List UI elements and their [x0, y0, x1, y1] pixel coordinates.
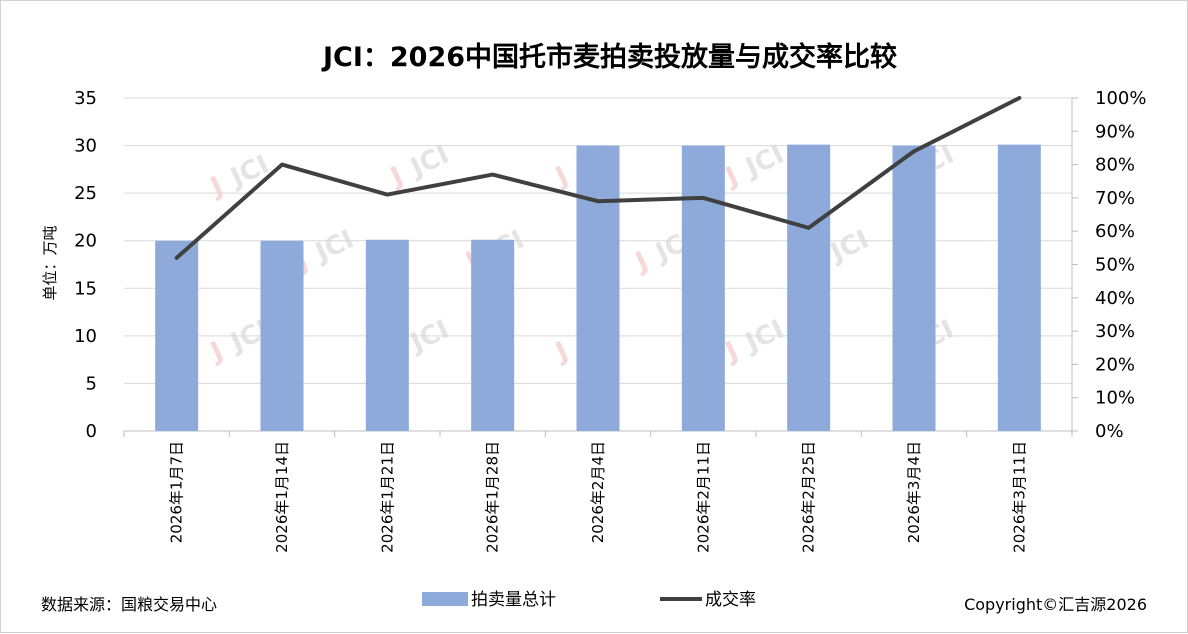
y2-tick-label: 100% [1095, 88, 1146, 109]
y2-tick-label: 30% [1095, 321, 1135, 342]
bar [261, 241, 304, 431]
y-axis-label: 单位：万吨 [41, 225, 59, 300]
y2-tick-label: 60% [1095, 221, 1135, 242]
x-tick-label: 2026年3月4日 [905, 441, 923, 543]
x-tick-label: 2026年2月25日 [800, 441, 818, 553]
watermark-mark: J [204, 171, 227, 203]
legend-label-line: 成交率 [705, 590, 756, 610]
y-tick-label: 0 [86, 421, 97, 442]
bar [577, 146, 620, 431]
y2-tick-label: 0% [1095, 421, 1124, 442]
y2-tick-label: 40% [1095, 288, 1135, 309]
watermark-text: JCI [824, 225, 873, 269]
y-tick-label: 20 [74, 231, 97, 252]
y-tick-label: 25 [74, 183, 97, 204]
y-tick-label: 35 [74, 88, 97, 109]
source-note: 数据来源：国粮交易中心 [41, 595, 217, 614]
legend-swatch-bars [422, 592, 468, 606]
y2-tick-label: 80% [1095, 155, 1135, 176]
copyright-note: Copyright©汇吉源2026 [964, 595, 1147, 614]
watermark-text: JCI [404, 315, 453, 359]
x-tick-label: 2026年1月28日 [484, 441, 502, 553]
bar [682, 146, 725, 431]
bar [471, 240, 514, 431]
x-tick-label: 2026年3月11日 [1010, 441, 1028, 553]
y2-tick-label: 70% [1095, 188, 1135, 209]
bar [366, 240, 409, 431]
bar-series [155, 145, 1041, 431]
y2-tick-label: 10% [1095, 388, 1135, 409]
legend: 拍卖量总计 成交率 [422, 590, 756, 610]
watermark-mark: J [384, 161, 407, 193]
x-tick-label: 2026年1月7日 [168, 441, 186, 543]
x-tick-label: 2026年1月21日 [378, 441, 396, 553]
x-tick-label: 2026年2月11日 [694, 441, 712, 553]
y2-tick-label: 50% [1095, 255, 1135, 276]
bar [787, 145, 830, 431]
watermark-mark: J [549, 336, 572, 368]
y2-tick-label: 90% [1095, 121, 1135, 142]
bar [893, 146, 936, 431]
bar [155, 241, 198, 431]
x-tick-label: 2026年1月14日 [273, 441, 291, 553]
y-tick-label: 15 [74, 278, 97, 299]
watermark-mark: J [629, 246, 652, 278]
chart-title: JCI：2026中国托市麦拍卖投放量与成交率比较 [321, 41, 897, 73]
watermark-text: JCI [224, 150, 273, 194]
legend-label-bars: 拍卖量总计 [471, 590, 556, 610]
watermark-text: JCI [404, 140, 453, 184]
y2-tick-label: 20% [1095, 354, 1135, 375]
watermark-mark: J [204, 336, 227, 368]
y-tick-label: 30 [74, 136, 97, 157]
watermark-text: JCI [309, 225, 358, 269]
y-tick-label: 5 [86, 373, 97, 394]
y-tick-label: 10 [74, 326, 97, 347]
bar [998, 145, 1041, 431]
x-tick-label: 2026年2月4日 [589, 441, 607, 543]
watermark-text: JCI [739, 140, 788, 184]
watermark-text: JCI [739, 315, 788, 359]
